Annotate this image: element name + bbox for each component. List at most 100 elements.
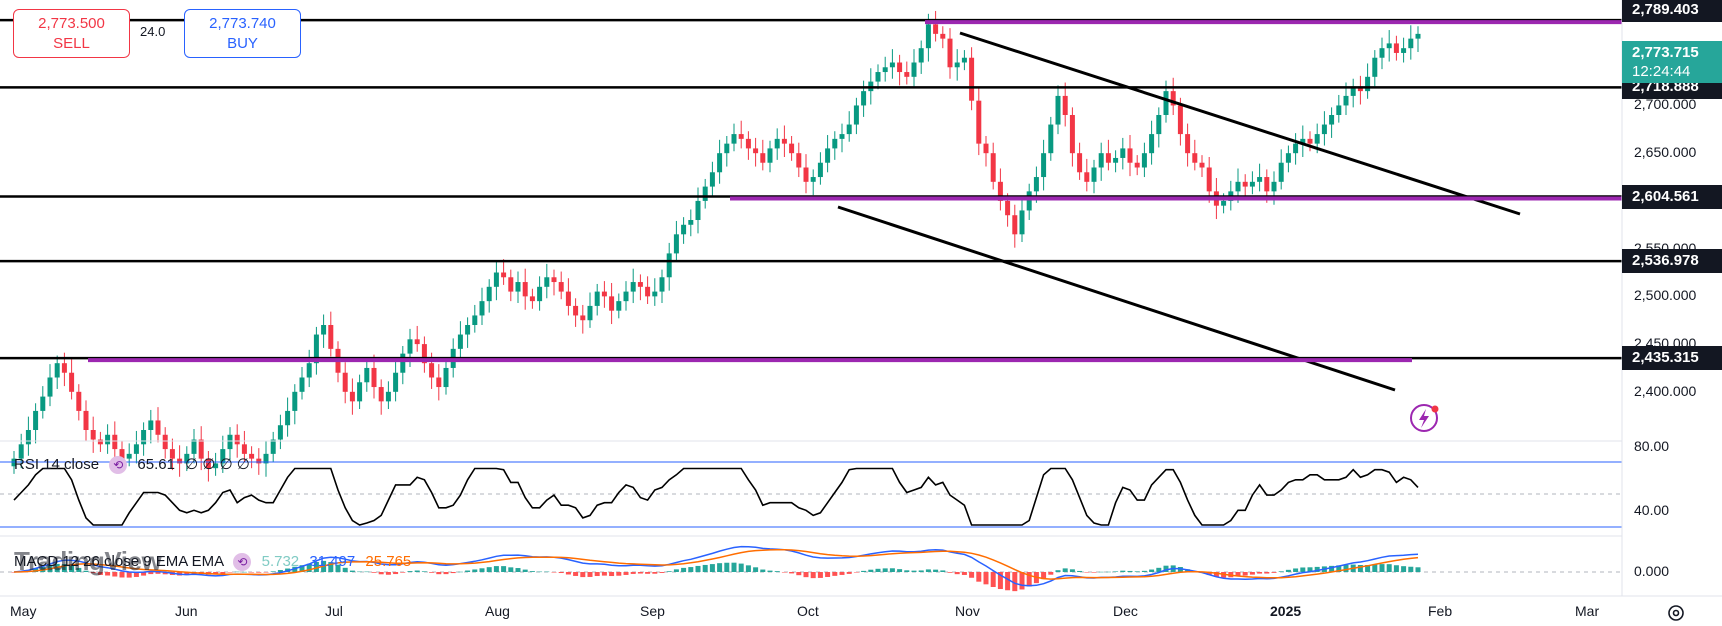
candle-body <box>213 463 219 469</box>
candle-body <box>342 372 348 392</box>
macd-hist-bar <box>551 572 557 573</box>
macd-hist-bar <box>1329 565 1335 572</box>
candle-body <box>436 377 442 388</box>
macd-hist-bar <box>126 572 132 578</box>
macd-value: 31.497 <box>309 553 356 570</box>
macd-hist-bar <box>414 570 420 572</box>
macd-hist-bar <box>61 564 67 572</box>
candle-body <box>393 372 399 392</box>
candle-body <box>270 439 276 454</box>
candle-body <box>256 458 262 464</box>
candle-body <box>191 439 197 454</box>
sell-button[interactable]: 2,773.500 SELL <box>13 9 130 58</box>
candle-body <box>378 387 384 402</box>
rsi-extra: ∅ ∅ ∅ ∅ <box>185 456 250 473</box>
candle-body <box>1120 148 1126 158</box>
candle-body <box>753 148 759 154</box>
macd-hist-bar <box>429 572 435 573</box>
candle-body <box>1149 134 1155 154</box>
candle-body <box>1336 105 1342 115</box>
alert-icon[interactable] <box>1410 404 1439 432</box>
candle-body <box>414 339 420 345</box>
macd-hist-bar <box>1134 571 1140 572</box>
candle-body <box>1321 124 1327 135</box>
candle-body <box>1019 210 1025 235</box>
candle-body <box>321 325 327 335</box>
candle-body <box>1357 86 1363 92</box>
candle-body <box>738 134 744 139</box>
macd-hist-bar <box>493 566 499 572</box>
candle-body <box>277 425 283 440</box>
channel-upper-line[interactable] <box>959 31 1521 216</box>
rsi-settings-icon[interactable]: ⟲ <box>109 456 128 475</box>
candle-body <box>400 353 406 373</box>
candle-body <box>601 291 607 297</box>
macd-hist-bar <box>861 570 867 572</box>
buy-button[interactable]: 2,773.740 BUY <box>184 9 301 58</box>
candle-body <box>1307 138 1313 144</box>
macd-hist-bar <box>681 567 687 572</box>
macd-hist-bar <box>148 572 154 575</box>
macd-hist-bar <box>1149 569 1155 572</box>
candle-body <box>205 458 211 469</box>
candle-body <box>911 62 917 77</box>
macd-hist-bar <box>522 569 528 572</box>
macd-hist-bar <box>1235 572 1241 577</box>
macd-hist-bar <box>508 567 514 572</box>
rsi-legend[interactable]: RSI 14 close ⟲ 65.61 ∅ ∅ ∅ ∅ <box>14 455 250 475</box>
macd-hist-bar <box>817 572 823 578</box>
macd-hist-bar <box>637 572 643 574</box>
macd-hist-bar <box>868 569 874 572</box>
candle-body <box>1415 33 1421 39</box>
macd-hist-bar <box>342 567 348 572</box>
candle-body <box>702 186 708 201</box>
rsi-pane <box>0 461 1622 528</box>
time-tick: Sep <box>640 603 665 619</box>
macd-hist-bar <box>1343 564 1349 572</box>
macd-hist-bar <box>565 572 571 575</box>
settings-gear-icon[interactable] <box>1668 605 1684 621</box>
candle-body <box>1249 181 1255 187</box>
macd-hist-bar <box>911 570 917 572</box>
macd-hist-bar <box>717 563 723 572</box>
macd-settings-icon[interactable]: ⟲ <box>233 553 252 572</box>
candle-body <box>292 391 298 411</box>
candle-body <box>1300 138 1306 144</box>
candle-body <box>637 282 643 287</box>
candle-body <box>1134 162 1140 168</box>
candle-body <box>1379 48 1385 58</box>
macd-hist-bar <box>400 572 406 573</box>
time-tick: Mar <box>1575 603 1600 619</box>
macd-hist-bar <box>724 562 730 572</box>
macd-hist-bar <box>1048 572 1054 575</box>
macd-hist-bar <box>1105 571 1111 573</box>
candle-body <box>1156 115 1162 135</box>
macd-hist-bar <box>465 570 471 572</box>
candle-body <box>1314 134 1320 144</box>
candle-body <box>61 363 67 373</box>
macd-hist-bar <box>1069 569 1075 572</box>
candle-body <box>551 277 557 283</box>
candle-body <box>133 444 139 454</box>
candle-body <box>177 458 183 464</box>
candle-body <box>1026 191 1032 211</box>
time-tick: May <box>10 603 37 619</box>
macd-hist-bar <box>738 563 744 572</box>
level-price-label: 2,435.315 <box>1622 346 1722 371</box>
channel-lower-line[interactable] <box>837 205 1396 392</box>
candle-body <box>681 224 687 235</box>
macd-hist-bar <box>371 572 377 573</box>
level-price-label: 2,536.978 <box>1622 249 1722 274</box>
macd-hist-bar <box>767 570 773 572</box>
macd-hist-bar <box>969 572 975 578</box>
candle-body <box>364 367 370 383</box>
candle-body <box>724 143 730 154</box>
macd-hist-bar <box>486 567 492 572</box>
candle-body <box>1235 181 1241 192</box>
macd-hist-bar <box>407 571 413 572</box>
macd-hist-value: 5.732 <box>261 553 300 570</box>
candle-body <box>515 282 521 292</box>
rsi-tick-80: 80.00 <box>1634 438 1670 454</box>
macd-legend[interactable]: MACD 12 26 close 9 EMA EMA ⟲ 5.732 31.49… <box>14 553 411 572</box>
